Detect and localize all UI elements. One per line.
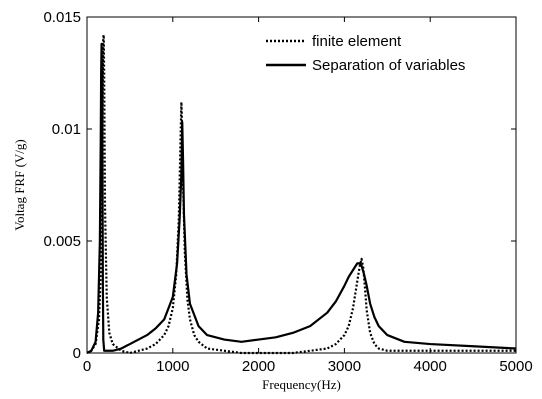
- y-tick-label: 0.01: [52, 121, 81, 138]
- y-tick-label: 0.015: [43, 9, 81, 26]
- legend-label: Separation of variables: [312, 57, 465, 74]
- y-tick-label: 0: [73, 345, 81, 362]
- y-tick-label: 0.005: [43, 233, 81, 250]
- x-tick-label: 1000: [156, 358, 189, 375]
- x-tick-label: 4000: [414, 358, 447, 375]
- y-axis-title: Voltag FRF (V/g): [12, 139, 27, 231]
- x-tick-label: 0: [83, 358, 91, 375]
- x-axis-title: Frequency(Hz): [262, 377, 341, 392]
- x-tick-label: 5000: [499, 358, 532, 375]
- x-tick-label: 2000: [242, 358, 275, 375]
- legend-label: finite element: [312, 33, 402, 50]
- x-tick-label: 3000: [328, 358, 361, 375]
